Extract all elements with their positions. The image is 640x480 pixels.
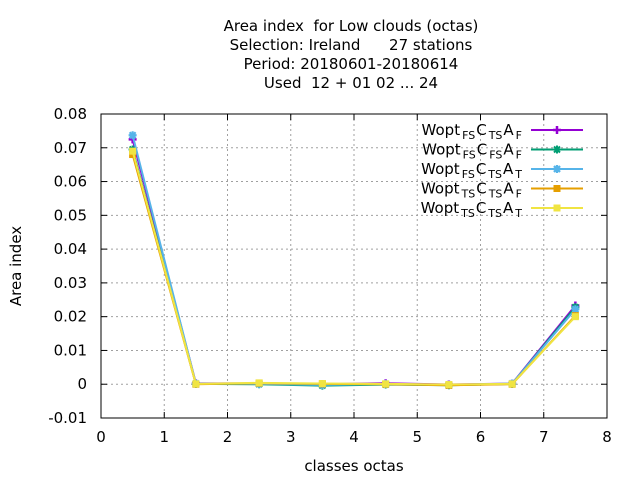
legend-label-sub: T: [514, 207, 522, 220]
legend-entry: Wopt FSC FSA F: [422, 141, 583, 162]
legend-label-letter: A: [503, 160, 514, 178]
legend-label: Wopt FSC TSA T: [421, 160, 522, 181]
legend-label-sub: TS: [487, 168, 502, 181]
y-tick-label: 0.06: [54, 173, 87, 191]
legend-entry: Wopt FSC TSA F: [422, 121, 583, 142]
legend-label-letter: C: [476, 180, 486, 198]
data-point: [382, 380, 390, 388]
series: [128, 131, 580, 390]
legend-label-sub: F: [516, 149, 522, 162]
title-line: Used 12 + 01 02 ... 24: [264, 74, 438, 92]
x-axis-label: classes octas: [304, 457, 404, 475]
x-tick-label: 7: [539, 428, 549, 446]
legend-label-sub: FS: [463, 149, 476, 162]
x-tick-label: 8: [602, 428, 612, 446]
legend-swatch-marker: [553, 145, 561, 154]
y-tick-label: 0.05: [54, 206, 87, 224]
legend-label-main: Wopt: [422, 121, 461, 139]
y-tick-label: 0.02: [54, 308, 87, 326]
legend-label-sub: T: [514, 168, 522, 181]
data-point: [129, 147, 137, 155]
legend-label-sub: TS: [488, 188, 503, 201]
x-tick-label: 2: [223, 428, 233, 446]
legend-label-main: Wopt: [421, 180, 460, 198]
legend-label-main: Wopt: [421, 160, 460, 178]
y-axis-label: Area index: [7, 226, 25, 306]
legend-label-sub: FS: [462, 129, 475, 142]
y-tick-label: 0.08: [54, 105, 87, 123]
legend-label-letter: C: [476, 160, 486, 178]
data-point: [571, 313, 579, 321]
y-tick-label: 0: [77, 375, 87, 393]
legend-label-sub: FS: [489, 149, 502, 162]
legend-label-sub: TS: [460, 207, 475, 220]
x-tick-label: 1: [159, 428, 169, 446]
legend-label-main: Wopt: [421, 199, 460, 217]
data-point: [445, 381, 453, 389]
data-point: [255, 379, 263, 387]
y-tick-label: 0.01: [54, 341, 87, 359]
legend-label-letter: A: [503, 199, 514, 217]
legend-swatch-marker: [553, 126, 561, 134]
chart-title: Area index for Low clouds (octas)Selecti…: [224, 17, 479, 92]
x-tick-label: 0: [96, 428, 106, 446]
legend-label-letter: C: [476, 121, 486, 139]
legend-label-letter: C: [477, 141, 487, 159]
x-axis: 0 1 2 3 4 5 6 7 8: [96, 114, 612, 446]
legend-swatch-marker: [553, 204, 561, 212]
series-line: [131, 150, 577, 386]
data-point: [508, 380, 516, 388]
legend-label-letter: A: [503, 180, 514, 198]
legend-label-sub: TS: [461, 188, 476, 201]
legend-label-main: Wopt: [422, 141, 461, 159]
y-tick-label: -0.01: [48, 409, 87, 427]
legend-label: Wopt TSC TSA T: [421, 199, 523, 220]
legend-entry: Wopt TSC TSA F: [421, 180, 583, 201]
legend-label-sub: F: [516, 129, 522, 142]
y-axis: -0.01 0 0.01 0.02 0.03 0.04 0.05 0.06 0.07 0.08: [48, 105, 607, 427]
legend-label-sub: F: [516, 188, 522, 201]
legend-entry: Wopt FSC TSA T: [421, 160, 583, 181]
legend-label: Wopt FSC FSA F: [422, 141, 522, 162]
legend-label-letter: A: [503, 121, 514, 139]
grid: [101, 114, 607, 418]
legend-label-sub: FS: [462, 168, 475, 181]
legend-label-letter: A: [503, 141, 514, 159]
y-tick-label: 0.03: [54, 274, 87, 292]
data-point: [318, 380, 326, 388]
title-line: Period: 20180601-20180614: [244, 55, 459, 73]
legend-label-letter: C: [476, 199, 486, 217]
legend-label-sub: TS: [487, 207, 502, 220]
legend-label: Wopt FSC TSA F: [422, 121, 522, 142]
title-line: Area index for Low clouds (octas): [224, 17, 479, 35]
x-tick-label: 5: [412, 428, 422, 446]
legend-label: Wopt TSC TSA F: [421, 180, 522, 201]
title-line: Selection: Ireland 27 stations: [230, 36, 473, 54]
x-tick-label: 3: [286, 428, 296, 446]
legend-label-sub: TS: [488, 129, 503, 142]
x-tick-label: 4: [349, 428, 359, 446]
y-tick-label: 0.07: [54, 139, 87, 157]
legend-entry: Wopt TSC TSA T: [421, 199, 583, 220]
data-point: [192, 380, 200, 388]
y-tick-label: 0.04: [54, 240, 87, 258]
legend-swatch-marker: [553, 185, 561, 192]
series-5: [129, 147, 579, 389]
x-tick-label: 6: [476, 428, 486, 446]
